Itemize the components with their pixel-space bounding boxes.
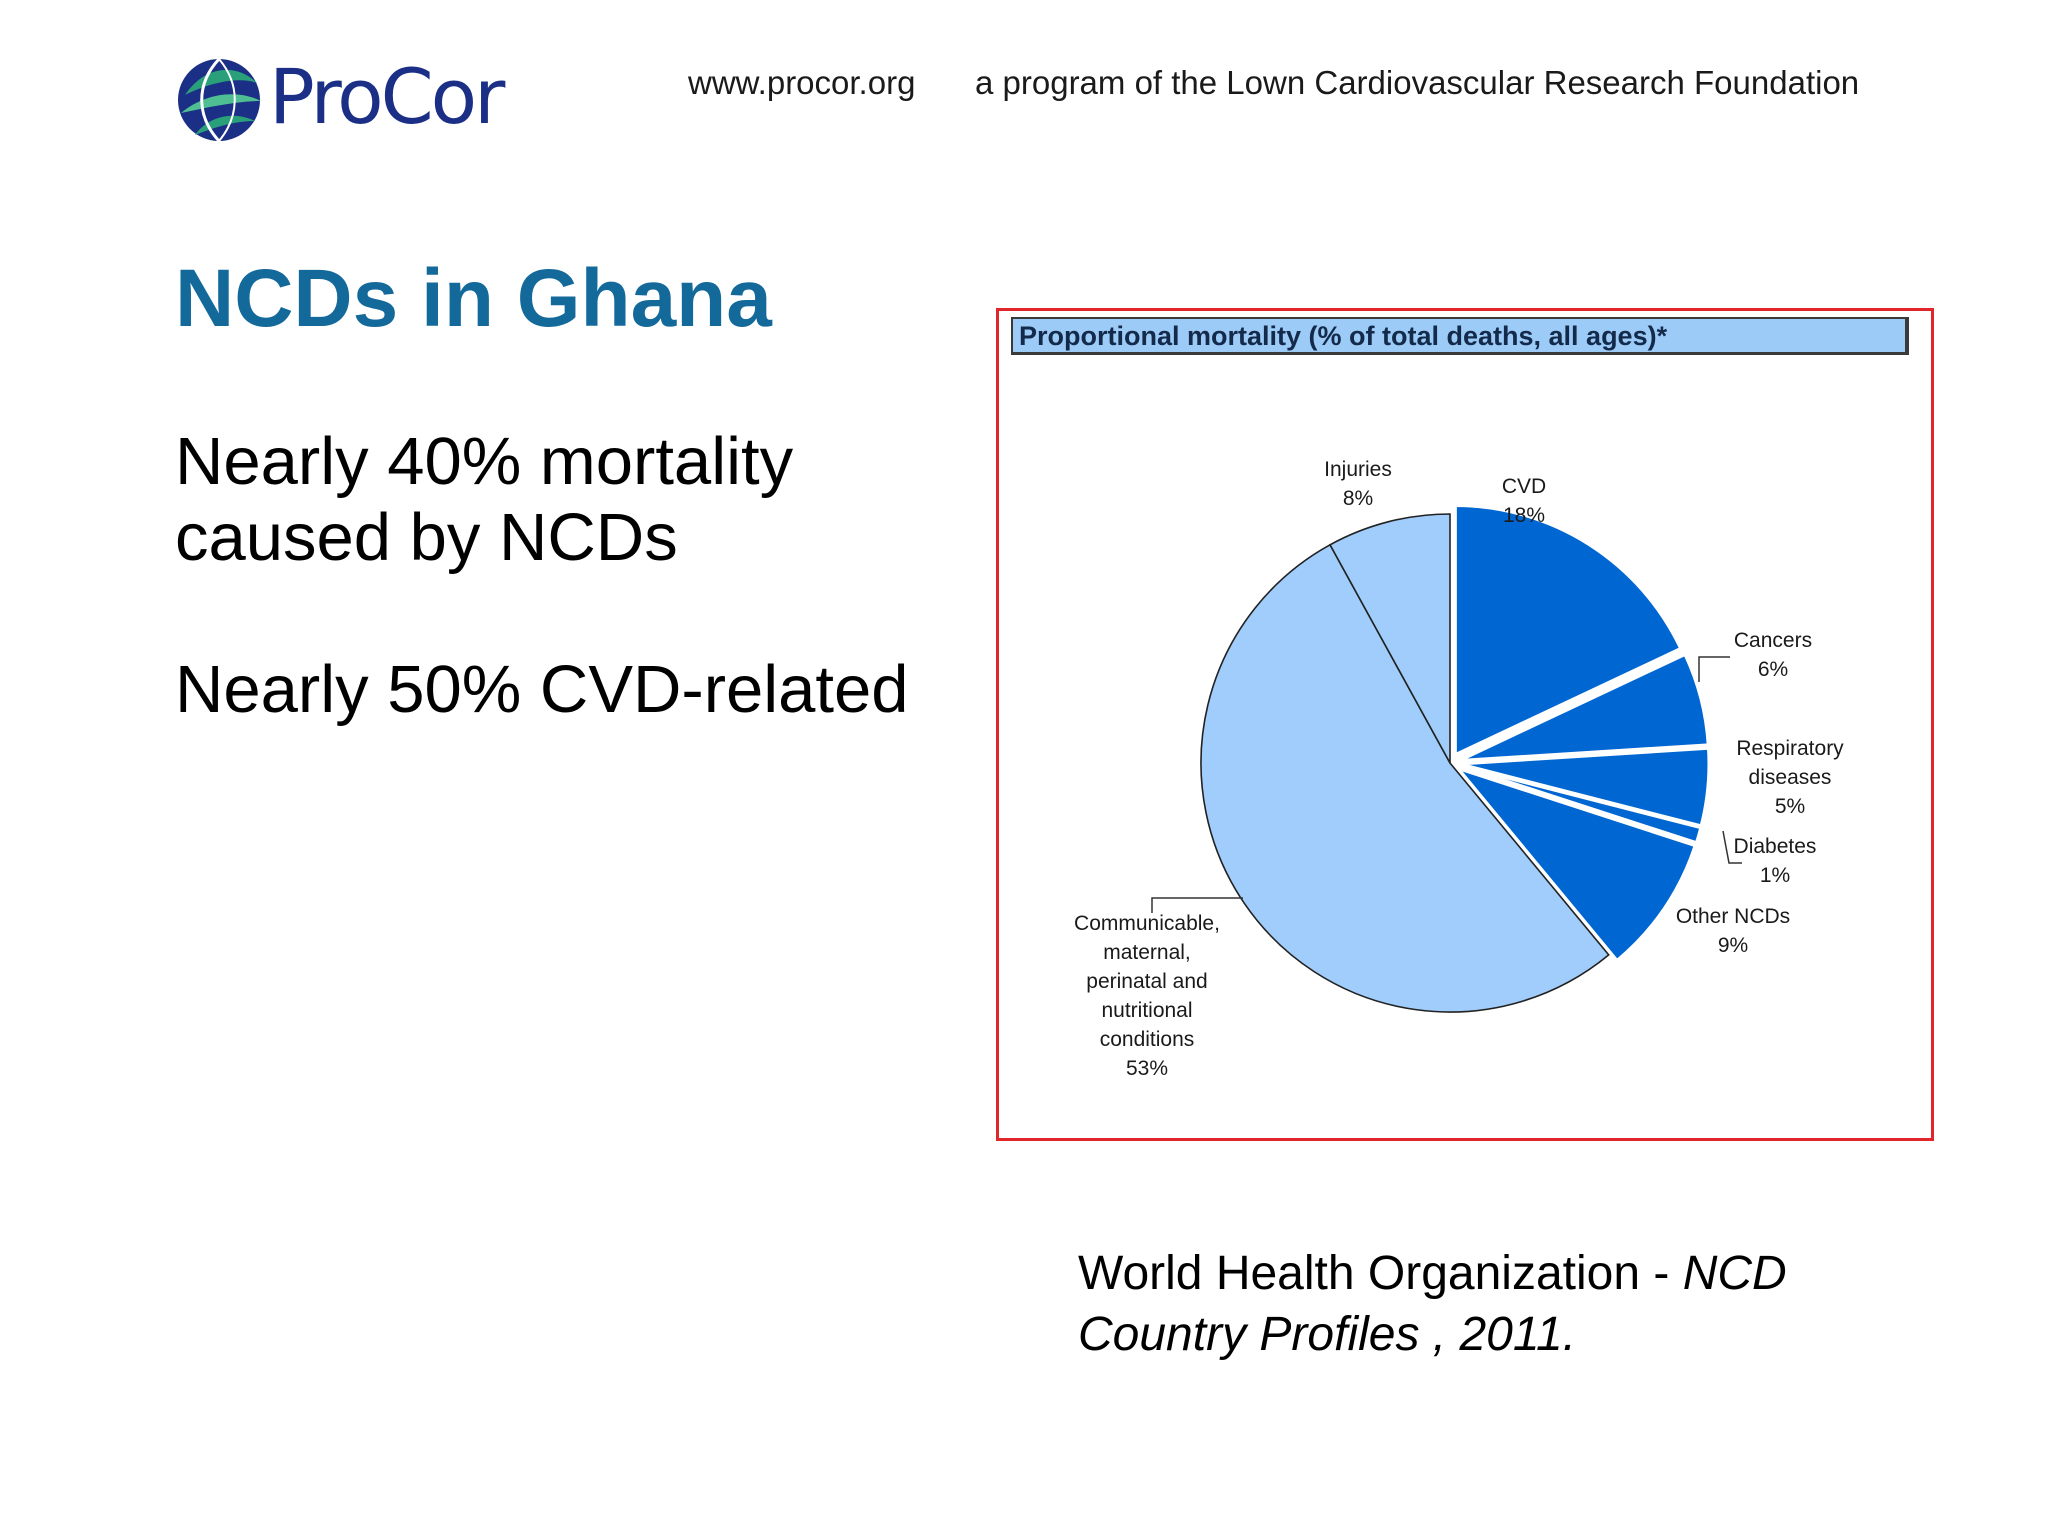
source-org: World Health Organization - (1078, 1247, 1683, 1300)
leader-line-communicable (1151, 897, 1243, 913)
brand-name: ProCor (269, 52, 505, 141)
pie-label-diabetes: Diabetes 1% (1734, 835, 1817, 887)
body-line-1: Nearly 40% mortality (175, 424, 794, 499)
header-url[interactable]: www.procor.org (688, 64, 916, 101)
pie-chart: CVD 18% Cancers 6% Respiratory diseases 5% Diab… (1074, 458, 1844, 1080)
source-citation: World Health Organization - NCD Country … (1078, 1243, 1787, 1366)
pie-slice-respiratory (1459, 746, 1711, 828)
source-title-2: Country Profiles , 2011. (1078, 1308, 1577, 1362)
body-line-3: Nearly 50% CVD-related (175, 652, 909, 727)
chart-frame: Proportional mortality (% of total death… (996, 308, 1934, 1141)
pie-slice-communicable (1200, 543, 1610, 1013)
leader-line-diabetes (1722, 830, 1742, 864)
pie-label-cancers: Cancers 6% (1734, 629, 1812, 681)
procor-logo[interactable]: ProCor (175, 55, 515, 147)
pie-label-cvd: CVD 18% (1502, 475, 1546, 527)
chart-title: Proportional mortality (% of total death… (1011, 317, 1909, 355)
pie-slice-other-ncds (1453, 765, 1697, 963)
pie-label-injuries: Injuries 8% (1324, 458, 1392, 510)
pie-slice-diabetes (1459, 764, 1703, 845)
pie-label-respiratory: Respiratory diseases 5% (1736, 737, 1844, 818)
leader-line-cancers (1698, 656, 1730, 682)
header-program: a program of the Lown Cardiovascular Res… (975, 64, 1860, 101)
slide-title: NCDs in Ghana (175, 253, 772, 344)
body-line-2: caused by NCDs (175, 500, 678, 575)
pie-label-communicable: Communicable, maternal, perinatal and nutri… (1074, 912, 1220, 1080)
globe-icon (178, 57, 261, 143)
pie-slice-injuries (1328, 513, 1451, 764)
pie-slice-cvd (1453, 504, 1683, 757)
pie-label-other-ncds: Other NCDs 9% (1676, 905, 1790, 957)
pie-slice-cancers (1459, 652, 1710, 763)
source-title-1: NCD (1682, 1247, 1787, 1300)
